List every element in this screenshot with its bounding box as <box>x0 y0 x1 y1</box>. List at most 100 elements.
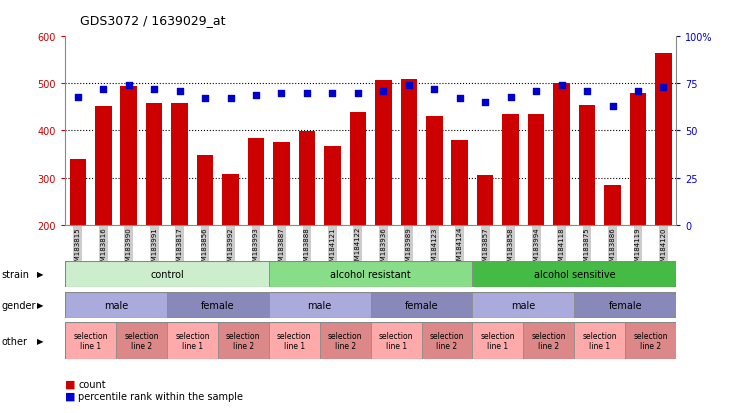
Bar <box>422 322 472 359</box>
Text: ▶: ▶ <box>37 270 43 279</box>
Text: alcohol sensitive: alcohol sensitive <box>534 269 615 279</box>
Bar <box>625 322 676 359</box>
Point <box>224 96 236 102</box>
Bar <box>579 105 595 225</box>
Text: strain: strain <box>1 269 29 279</box>
Point <box>200 96 211 102</box>
Bar <box>65 261 269 287</box>
Point <box>530 88 542 95</box>
Text: selection
line 2: selection line 2 <box>634 331 668 350</box>
Bar <box>575 322 625 359</box>
Bar <box>502 115 519 225</box>
Point <box>301 90 313 97</box>
Text: selection
line 1: selection line 1 <box>481 331 515 350</box>
Point <box>581 88 593 95</box>
Bar <box>167 322 218 359</box>
Point <box>505 94 517 101</box>
Text: selection
line 2: selection line 2 <box>430 331 464 350</box>
Bar <box>472 322 523 359</box>
Bar <box>426 117 442 225</box>
Bar <box>69 159 86 225</box>
Text: female: female <box>608 300 642 310</box>
Text: percentile rank within the sample: percentile rank within the sample <box>78 391 243 401</box>
Point <box>403 83 414 89</box>
Point <box>97 86 109 93</box>
Text: female: female <box>201 300 235 310</box>
Text: female: female <box>405 300 439 310</box>
Bar <box>472 261 676 287</box>
Text: ■: ■ <box>65 379 75 389</box>
Point <box>556 83 567 89</box>
Bar <box>197 156 213 225</box>
Point <box>352 90 364 97</box>
Text: male: male <box>104 300 128 310</box>
Bar <box>218 322 269 359</box>
Text: selection
line 2: selection line 2 <box>328 331 363 350</box>
Bar <box>248 139 265 225</box>
Text: selection
line 1: selection line 1 <box>73 331 107 350</box>
Point <box>72 94 83 101</box>
Text: selection
line 1: selection line 1 <box>583 331 617 350</box>
Text: selection
line 2: selection line 2 <box>124 331 159 350</box>
Bar <box>319 322 371 359</box>
Bar <box>401 79 417 225</box>
Bar <box>146 104 162 225</box>
Text: selection
line 1: selection line 1 <box>379 331 413 350</box>
Bar <box>222 174 239 225</box>
Point <box>327 90 338 97</box>
Bar <box>349 112 366 225</box>
Bar <box>171 104 188 225</box>
Bar <box>65 322 116 359</box>
Bar <box>269 292 371 318</box>
Bar <box>655 54 672 225</box>
Point <box>148 86 160 93</box>
Text: male: male <box>308 300 332 310</box>
Bar <box>605 185 621 225</box>
Text: selection
line 2: selection line 2 <box>531 331 566 350</box>
Bar <box>167 292 269 318</box>
Text: alcohol resistant: alcohol resistant <box>330 269 411 279</box>
Bar <box>299 132 315 225</box>
Bar <box>629 94 646 225</box>
Bar <box>65 292 167 318</box>
Bar <box>523 322 575 359</box>
Text: gender: gender <box>1 300 36 310</box>
Point <box>377 88 389 95</box>
Point <box>658 85 670 91</box>
Bar <box>269 261 472 287</box>
Text: male: male <box>511 300 536 310</box>
Text: count: count <box>78 379 106 389</box>
Text: other: other <box>1 336 28 346</box>
Text: selection
line 1: selection line 1 <box>277 331 311 350</box>
Point <box>250 92 262 99</box>
Bar <box>477 176 493 225</box>
Bar <box>575 292 676 318</box>
Bar <box>121 86 137 225</box>
Point <box>174 88 186 95</box>
Text: control: control <box>150 269 183 279</box>
Bar <box>371 322 422 359</box>
Text: GDS3072 / 1639029_at: GDS3072 / 1639029_at <box>80 14 225 27</box>
Bar <box>371 292 472 318</box>
Point <box>632 88 644 95</box>
Point <box>428 86 440 93</box>
Bar <box>273 143 289 225</box>
Text: ▶: ▶ <box>37 336 43 345</box>
Point <box>480 100 491 106</box>
Bar <box>95 107 112 225</box>
Bar <box>269 322 319 359</box>
Text: ▶: ▶ <box>37 301 43 310</box>
Bar <box>528 115 545 225</box>
Bar <box>553 84 570 225</box>
Text: ■: ■ <box>65 391 75 401</box>
Point <box>454 96 466 102</box>
Point <box>276 90 287 97</box>
Bar <box>116 322 167 359</box>
Bar <box>324 147 341 225</box>
Bar <box>452 140 468 225</box>
Bar <box>472 292 575 318</box>
Bar <box>375 81 392 225</box>
Point <box>607 103 618 110</box>
Point <box>123 83 135 89</box>
Text: selection
line 2: selection line 2 <box>226 331 260 350</box>
